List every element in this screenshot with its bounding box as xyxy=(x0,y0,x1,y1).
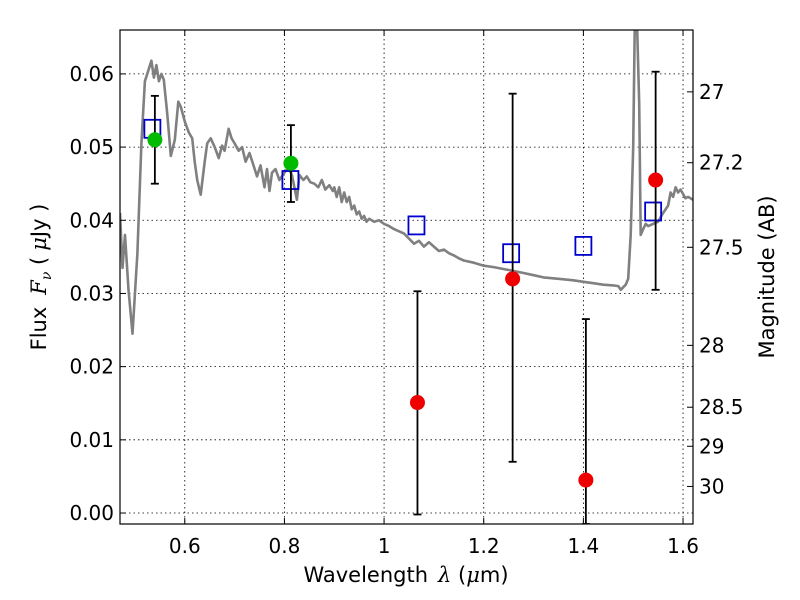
x-axis-title: Wavelength λ (μm) xyxy=(303,563,508,587)
model-square-point xyxy=(502,243,521,264)
model-square-point xyxy=(407,215,426,236)
x-tick-label: 1 xyxy=(378,534,391,558)
red-data-point xyxy=(578,472,594,488)
x-axis-ticks: 0.6 0.8 1 1.2 1.4 1.6 xyxy=(169,30,699,558)
y2-tick-label: 28.5 xyxy=(699,395,744,419)
template-spectrum-line xyxy=(120,30,693,335)
x-tick-label: 0.6 xyxy=(169,534,201,558)
x-axis-unit-open: ( xyxy=(451,563,466,587)
red-data-point xyxy=(648,172,664,188)
plot-content xyxy=(120,30,693,524)
x-tick-label: 1.6 xyxy=(667,534,699,558)
x-tick-label: 1.2 xyxy=(468,534,500,558)
y-axis-symbol-f: F xyxy=(27,279,51,296)
x-axis-unit-mu: μ xyxy=(466,563,480,587)
green-data-point xyxy=(147,132,163,148)
y2-tick-label: 27 xyxy=(699,80,724,104)
y-tick-label: 0.03 xyxy=(69,281,114,305)
y2-axis-title: Magnitude (AB) xyxy=(755,195,779,358)
x-tick-label: 1.4 xyxy=(567,534,599,558)
y-tick-label: 0.02 xyxy=(69,355,114,379)
y2-tick-label: 29 xyxy=(699,434,724,458)
plot-frame xyxy=(119,29,694,525)
y-axis-label: Flux xyxy=(27,307,51,351)
y-tick-label: 0.04 xyxy=(69,208,114,232)
y-tick-label: 0.05 xyxy=(69,135,114,159)
green-data-point xyxy=(283,155,299,171)
y-tick-label: 0.06 xyxy=(69,62,114,86)
y2-tick-label: 28 xyxy=(699,333,724,357)
y-tick-label: 0.01 xyxy=(69,428,114,452)
red-data-point xyxy=(409,395,425,411)
y2-tick-label: 27.5 xyxy=(699,235,744,259)
y2-tick-label: 27.2 xyxy=(699,151,744,175)
y-axis-unit-open: ( xyxy=(27,257,51,272)
model-square-point xyxy=(644,201,663,222)
plot-area xyxy=(120,30,693,524)
y-axis-title: Flux Fν ( μJy ) xyxy=(27,204,55,351)
y2-tick-label: 30 xyxy=(699,474,724,498)
x-axis-label: Wavelength xyxy=(303,563,428,587)
y2-axis-ticks: 27 27.2 27.5 28 28.5 29 30 xyxy=(687,80,744,498)
y-axis-unit-mu: μ xyxy=(27,237,51,251)
y-axis-symbol-sub: ν xyxy=(39,271,55,280)
model-square-point xyxy=(574,235,593,256)
y-tick-label: 0.00 xyxy=(69,501,114,525)
x-tick-label: 0.8 xyxy=(269,534,301,558)
y-axis-unit-rest: Jy ) xyxy=(27,204,51,240)
x-axis-symbol: λ xyxy=(437,563,451,587)
red-data-point xyxy=(505,271,521,287)
y-axis-ticks: 0.00 0.01 0.02 0.03 0.04 0.05 0.06 xyxy=(69,62,126,525)
x-axis-unit-rest: m) xyxy=(480,563,509,587)
